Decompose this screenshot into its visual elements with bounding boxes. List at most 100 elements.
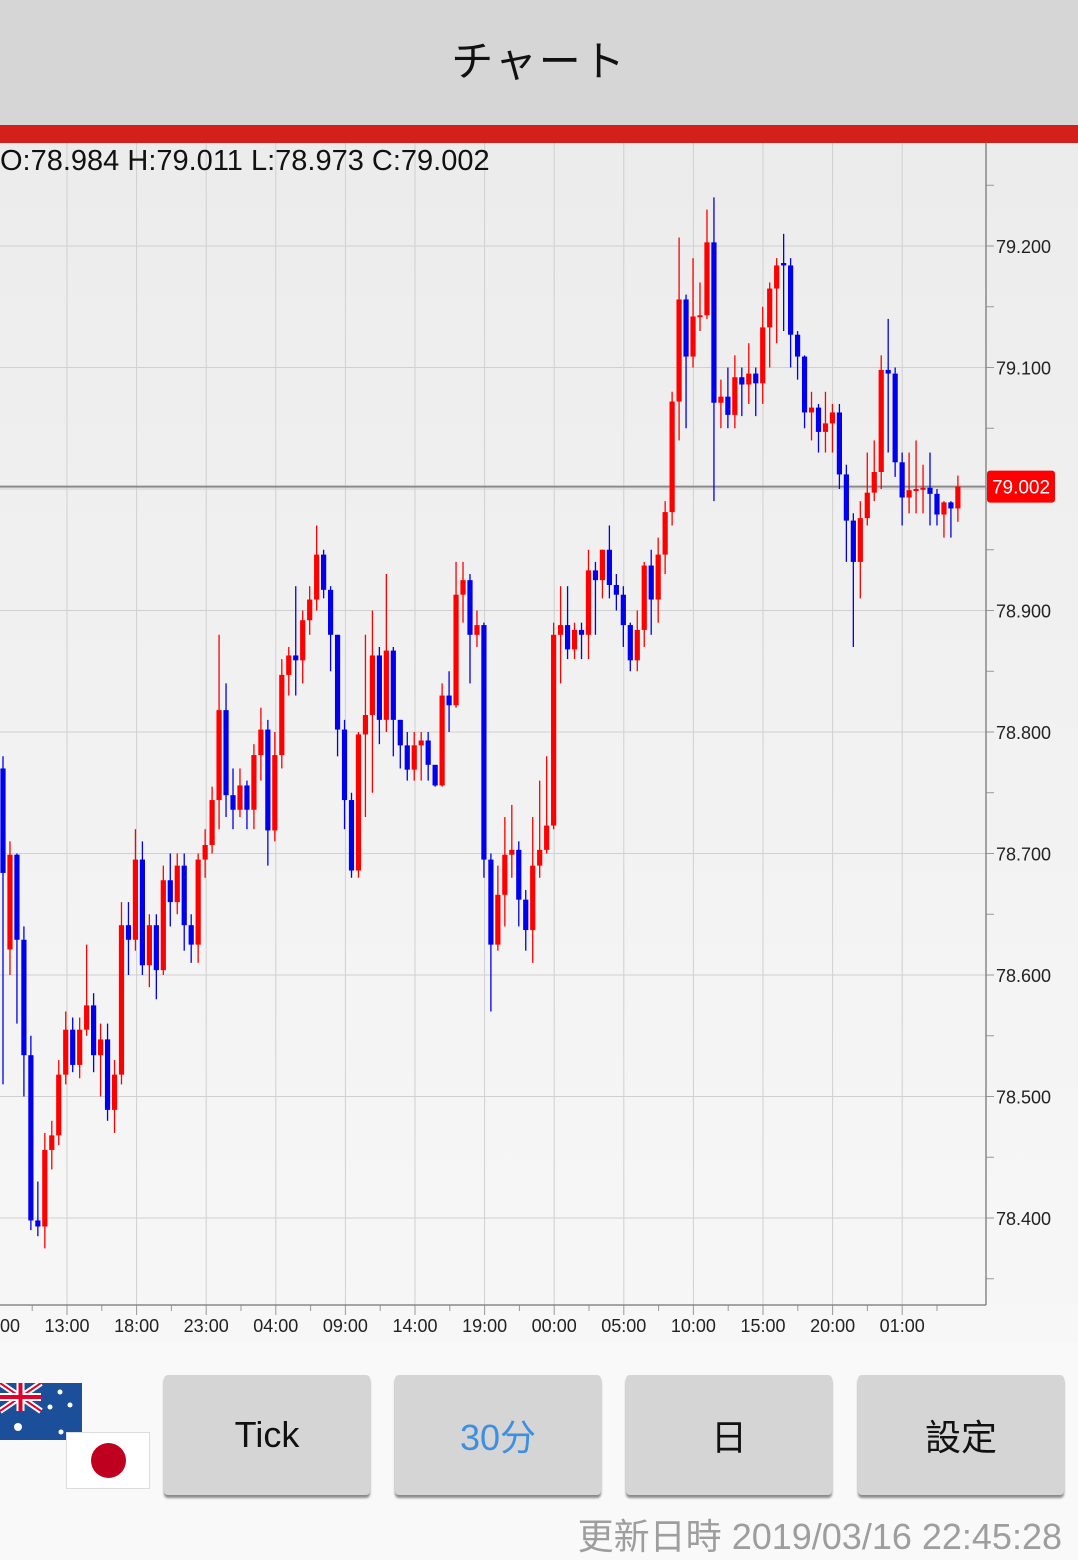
candle-body [453, 594, 459, 706]
candle-body [704, 242, 710, 316]
candle-body [502, 854, 508, 895]
candle-body [829, 412, 836, 424]
candle-body [599, 549, 606, 581]
candle-body [927, 487, 933, 494]
candle-body [488, 859, 494, 945]
candle-body [460, 580, 466, 595]
current-price-label: 79.002 [992, 478, 1050, 499]
candle-body [941, 502, 947, 515]
candle-body [160, 880, 166, 971]
candle-body [237, 785, 243, 810]
candle-body [620, 594, 626, 626]
candle-body [425, 740, 431, 765]
candle-body [732, 377, 738, 415]
candle-body [341, 729, 348, 801]
candle-body [397, 719, 403, 746]
x-tick-label: 14:00 [392, 1316, 437, 1336]
candle-body [125, 925, 132, 940]
x-tick-label: 00 [0, 1316, 20, 1336]
x-tick-label: 15:00 [740, 1316, 785, 1336]
candle-body [77, 1029, 83, 1065]
candle-body [690, 316, 696, 357]
candle-body [495, 894, 501, 945]
candle-body [216, 710, 222, 801]
updated-value: 2019/03/16 22:45:28 [731, 1516, 1062, 1557]
chart-svg: 79.200 79.100 78.900 78.800 78.700 78.600 78.5… [0, 143, 1055, 1336]
candle-body [70, 1029, 76, 1065]
candle-body [551, 634, 557, 826]
candle-body [676, 299, 682, 402]
updated-label: 更新日時 [577, 1516, 722, 1557]
candle-body [711, 242, 717, 403]
x-tick-label: 01:00 [880, 1316, 925, 1336]
candle-body [558, 625, 564, 635]
candle-body [906, 490, 912, 498]
candle-body [265, 729, 271, 831]
candle-body [509, 849, 515, 855]
settings-button[interactable]: 設定 [858, 1375, 1064, 1495]
candle-body [788, 265, 794, 335]
candle-body [746, 373, 752, 385]
candle-body [439, 695, 445, 786]
x-tick-label: 20:00 [810, 1316, 855, 1336]
candle-body [544, 825, 550, 850]
candle-body [49, 1135, 55, 1150]
candle-body [293, 655, 299, 661]
candle-body [56, 1074, 62, 1136]
candle-body [314, 554, 320, 600]
candle-body [585, 570, 592, 635]
candle-body [91, 1005, 97, 1056]
candle-body [564, 625, 571, 650]
candle-body [84, 1005, 90, 1030]
candle-body [321, 554, 327, 590]
candle-body [307, 599, 313, 621]
candle-body [739, 377, 745, 385]
candle-body [537, 849, 543, 866]
candle-body [808, 407, 815, 413]
daily-button[interactable]: 日 [626, 1375, 832, 1495]
y-tick-label: 78.500 [996, 1088, 1051, 1108]
ohlc-readout: O:78.984 H:79.011 L:78.973 C:79.002 [0, 145, 490, 177]
30min-button[interactable]: 30分 [395, 1375, 601, 1495]
candlestick-chart[interactable]: 79.200 79.100 78.900 78.800 78.700 78.600 78.5… [0, 143, 1078, 1343]
candle-body [230, 795, 236, 810]
candle-body [648, 565, 654, 600]
candle-body [892, 373, 898, 463]
candle-body [348, 800, 355, 871]
candle-body [878, 369, 884, 472]
y-tick-label: 79.200 [996, 237, 1051, 257]
candle-body [669, 401, 675, 513]
candle-body [195, 859, 201, 945]
candle-body [174, 865, 180, 903]
candle-body [760, 327, 766, 384]
candle-body [327, 589, 334, 635]
candle-body [955, 486, 961, 509]
candle-body [432, 764, 438, 786]
candle-body [516, 849, 522, 900]
candle-body [132, 859, 139, 940]
candle-body [871, 471, 877, 493]
candle-body [181, 865, 187, 926]
candle-body [167, 880, 173, 903]
candle-body [753, 373, 759, 384]
candle-body [592, 570, 599, 581]
candle-body [411, 745, 417, 770]
candle-body [390, 650, 396, 720]
candle-body [362, 714, 369, 735]
candle-body [885, 369, 891, 374]
candle-body [28, 1055, 34, 1221]
candle-body [864, 492, 870, 519]
y-tick-label: 78.900 [996, 602, 1051, 622]
candle-body [913, 489, 919, 491]
candle-body [857, 518, 863, 562]
candle-body [467, 580, 473, 635]
candle-body [934, 493, 940, 515]
candle-body [355, 734, 362, 871]
candle-body [725, 396, 731, 415]
tick-button[interactable]: Tick [164, 1375, 370, 1495]
candle-body [634, 629, 640, 661]
candle-body [774, 265, 780, 289]
candle-body [97, 1039, 104, 1056]
y-tick-label: 78.400 [996, 1209, 1051, 1229]
candle-body [35, 1220, 41, 1227]
